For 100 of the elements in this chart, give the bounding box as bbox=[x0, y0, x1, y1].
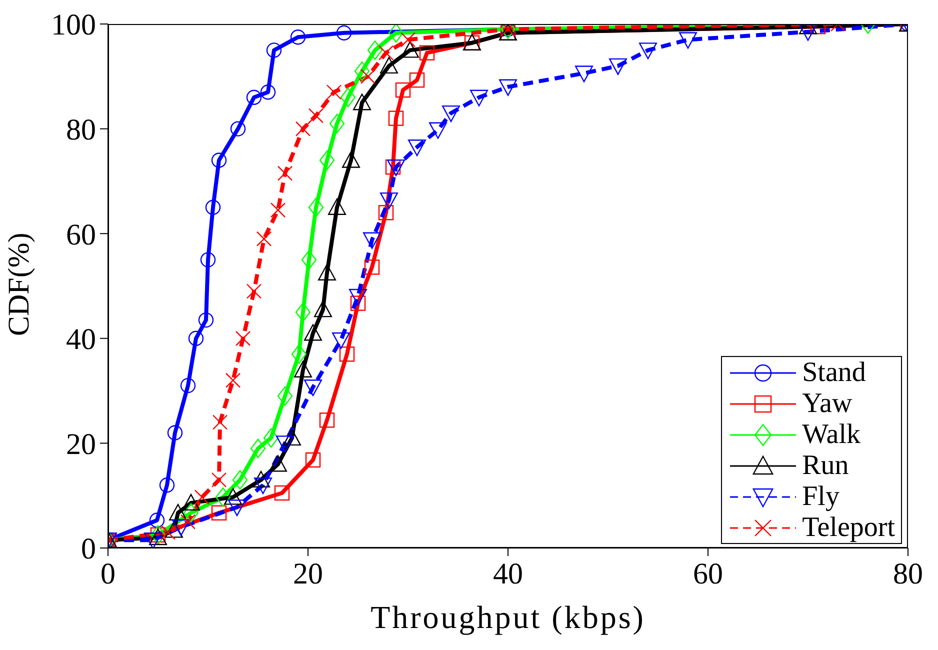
point bbox=[304, 380, 322, 396]
y-tick-label: 20 bbox=[66, 428, 96, 461]
point bbox=[400, 32, 416, 48]
point bbox=[380, 56, 398, 74]
legend-label: Run bbox=[802, 450, 849, 481]
y-tick-label: 100 bbox=[51, 8, 96, 42]
point bbox=[246, 90, 262, 105]
point bbox=[336, 25, 352, 41]
point bbox=[252, 470, 270, 488]
point bbox=[342, 151, 360, 168]
point bbox=[256, 231, 272, 246]
point bbox=[314, 300, 332, 318]
point bbox=[230, 121, 246, 136]
point bbox=[266, 42, 282, 58]
point bbox=[339, 346, 355, 362]
point bbox=[679, 32, 697, 49]
point bbox=[269, 455, 287, 472]
point bbox=[319, 150, 335, 170]
point bbox=[301, 250, 317, 270]
point bbox=[349, 288, 367, 306]
y-tick-label: 80 bbox=[66, 113, 96, 146]
point bbox=[235, 330, 251, 346]
x-tick-label: 40 bbox=[493, 557, 523, 590]
point bbox=[180, 378, 196, 394]
legend-label: Walk bbox=[802, 419, 861, 450]
point bbox=[205, 200, 221, 215]
point bbox=[340, 88, 356, 108]
point bbox=[429, 122, 447, 139]
point bbox=[575, 66, 593, 82]
point bbox=[388, 110, 404, 126]
x-axis-title: Throughput (kbps) bbox=[370, 599, 646, 635]
point bbox=[353, 94, 371, 110]
x-tick-label: 20 bbox=[293, 557, 323, 590]
point bbox=[277, 166, 293, 181]
point bbox=[401, 41, 419, 58]
point bbox=[250, 438, 266, 458]
point bbox=[419, 45, 435, 60]
point bbox=[329, 114, 345, 134]
point bbox=[198, 312, 214, 328]
point bbox=[409, 72, 425, 88]
point bbox=[363, 232, 381, 249]
point bbox=[144, 532, 162, 548]
y-tick-label: 0 bbox=[81, 532, 96, 566]
point bbox=[180, 514, 196, 530]
legend-label: Yaw bbox=[802, 388, 852, 419]
point bbox=[277, 386, 293, 406]
point bbox=[350, 296, 366, 311]
point bbox=[388, 24, 404, 43]
point bbox=[149, 512, 165, 528]
point bbox=[149, 528, 167, 546]
point bbox=[319, 412, 335, 428]
point bbox=[408, 140, 426, 156]
point bbox=[215, 487, 231, 507]
point bbox=[290, 30, 306, 45]
point bbox=[639, 42, 657, 60]
point bbox=[224, 488, 242, 505]
point bbox=[304, 324, 322, 341]
point bbox=[367, 40, 383, 60]
point bbox=[274, 485, 290, 501]
point bbox=[291, 344, 307, 364]
point bbox=[294, 360, 312, 378]
point bbox=[167, 425, 183, 440]
point bbox=[609, 58, 627, 75]
legend-label: Stand bbox=[802, 357, 866, 388]
y-tick-label: 40 bbox=[66, 323, 96, 356]
point bbox=[225, 372, 241, 388]
point bbox=[270, 202, 286, 218]
point bbox=[183, 503, 199, 523]
point bbox=[799, 24, 817, 41]
point bbox=[188, 330, 204, 346]
point bbox=[182, 494, 200, 511]
point bbox=[470, 90, 488, 106]
point bbox=[499, 79, 517, 96]
point bbox=[263, 428, 279, 448]
point bbox=[318, 264, 336, 280]
point bbox=[165, 521, 183, 538]
legend-label: Fly bbox=[802, 481, 840, 512]
point bbox=[228, 500, 246, 516]
point bbox=[276, 436, 294, 452]
point bbox=[232, 470, 248, 490]
point bbox=[211, 505, 227, 520]
point bbox=[159, 478, 175, 493]
point bbox=[395, 82, 411, 98]
legend-label: Teleport bbox=[802, 512, 895, 543]
point bbox=[364, 260, 380, 275]
point bbox=[332, 332, 350, 349]
x-tick-label: 80 bbox=[893, 557, 923, 590]
y-axis-title: CDF(%) bbox=[2, 232, 36, 336]
y-tick-label: 60 bbox=[66, 218, 96, 252]
point bbox=[295, 302, 311, 322]
point bbox=[442, 105, 460, 122]
point bbox=[354, 61, 370, 81]
point bbox=[328, 198, 346, 215]
point bbox=[254, 478, 272, 494]
point bbox=[387, 159, 405, 176]
point bbox=[378, 205, 394, 220]
point bbox=[211, 152, 227, 168]
point bbox=[283, 428, 301, 446]
point bbox=[200, 252, 216, 268]
point bbox=[260, 84, 276, 100]
